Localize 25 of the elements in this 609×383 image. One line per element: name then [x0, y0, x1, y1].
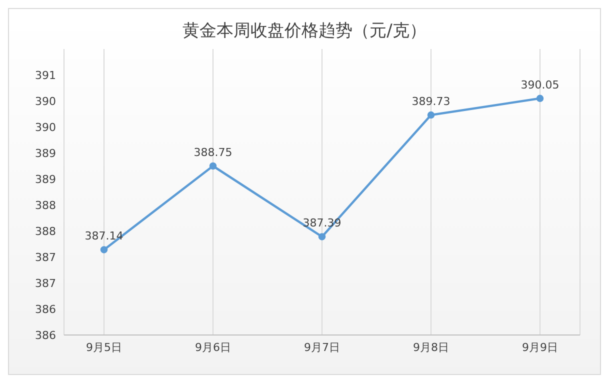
- x-tick-label: 9月9日: [522, 340, 558, 354]
- y-tick-label: 386: [35, 328, 56, 342]
- y-tick-label: 389: [35, 172, 56, 186]
- x-tick-label: 9月5日: [86, 340, 122, 354]
- point: [100, 246, 108, 254]
- x-tick-label: 9月7日: [304, 340, 340, 354]
- y-tick-label: 388: [35, 224, 56, 238]
- x-tick-label: 9月6日: [195, 340, 231, 354]
- y-tick-label: 388: [35, 198, 56, 212]
- point: [536, 94, 544, 102]
- x-tick-label: 9月8日: [413, 340, 449, 354]
- point: [209, 162, 217, 170]
- y-tick-label: 390: [35, 94, 56, 108]
- y-tick-label: 390: [35, 120, 56, 134]
- y-tick-label: 387: [35, 276, 56, 290]
- y-tick-label: 391: [35, 68, 56, 82]
- data-label: 388.75: [194, 146, 232, 159]
- y-tick-label: 389: [35, 146, 56, 160]
- data-label: 389.73: [412, 95, 450, 108]
- y-tick-label: 387: [35, 250, 56, 264]
- y-tick-label: 386: [35, 302, 56, 316]
- point: [427, 111, 435, 119]
- chart-title: 黄金本周收盘价格趋势（元/克）: [182, 20, 428, 43]
- data-label: 390.05: [520, 78, 560, 92]
- point: [318, 233, 326, 240]
